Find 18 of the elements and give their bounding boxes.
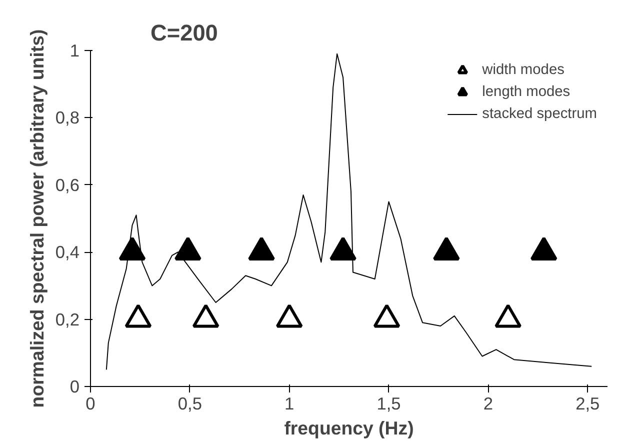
x-tick-label: 1 <box>284 394 294 414</box>
y-tick-label: 0,6 <box>55 174 80 195</box>
legend-label: length modes <box>482 84 570 100</box>
x-tick-label: 0 <box>86 394 96 414</box>
legend-label: stacked spectrum <box>482 106 597 122</box>
y-axis-title: normalized spectral power (arbitrary units) <box>26 29 48 408</box>
x-tick-label: 1,5 <box>376 394 401 414</box>
legend-label: width modes <box>482 62 564 78</box>
y-tick-label: 0 <box>70 376 80 396</box>
x-axis-title: frequency (Hz) <box>284 418 414 438</box>
y-tick-label: 1 <box>70 40 80 60</box>
y-tick-label: 0,4 <box>55 242 80 262</box>
chart-title: C=200 <box>150 20 218 46</box>
x-tick-label: 2 <box>483 394 494 414</box>
y-tick-label: 0,8 <box>55 108 80 128</box>
x-tick-label: 0,5 <box>178 394 202 414</box>
y-tick-label: 0,2 <box>55 309 80 330</box>
x-tick-label: 2,5 <box>576 394 600 414</box>
